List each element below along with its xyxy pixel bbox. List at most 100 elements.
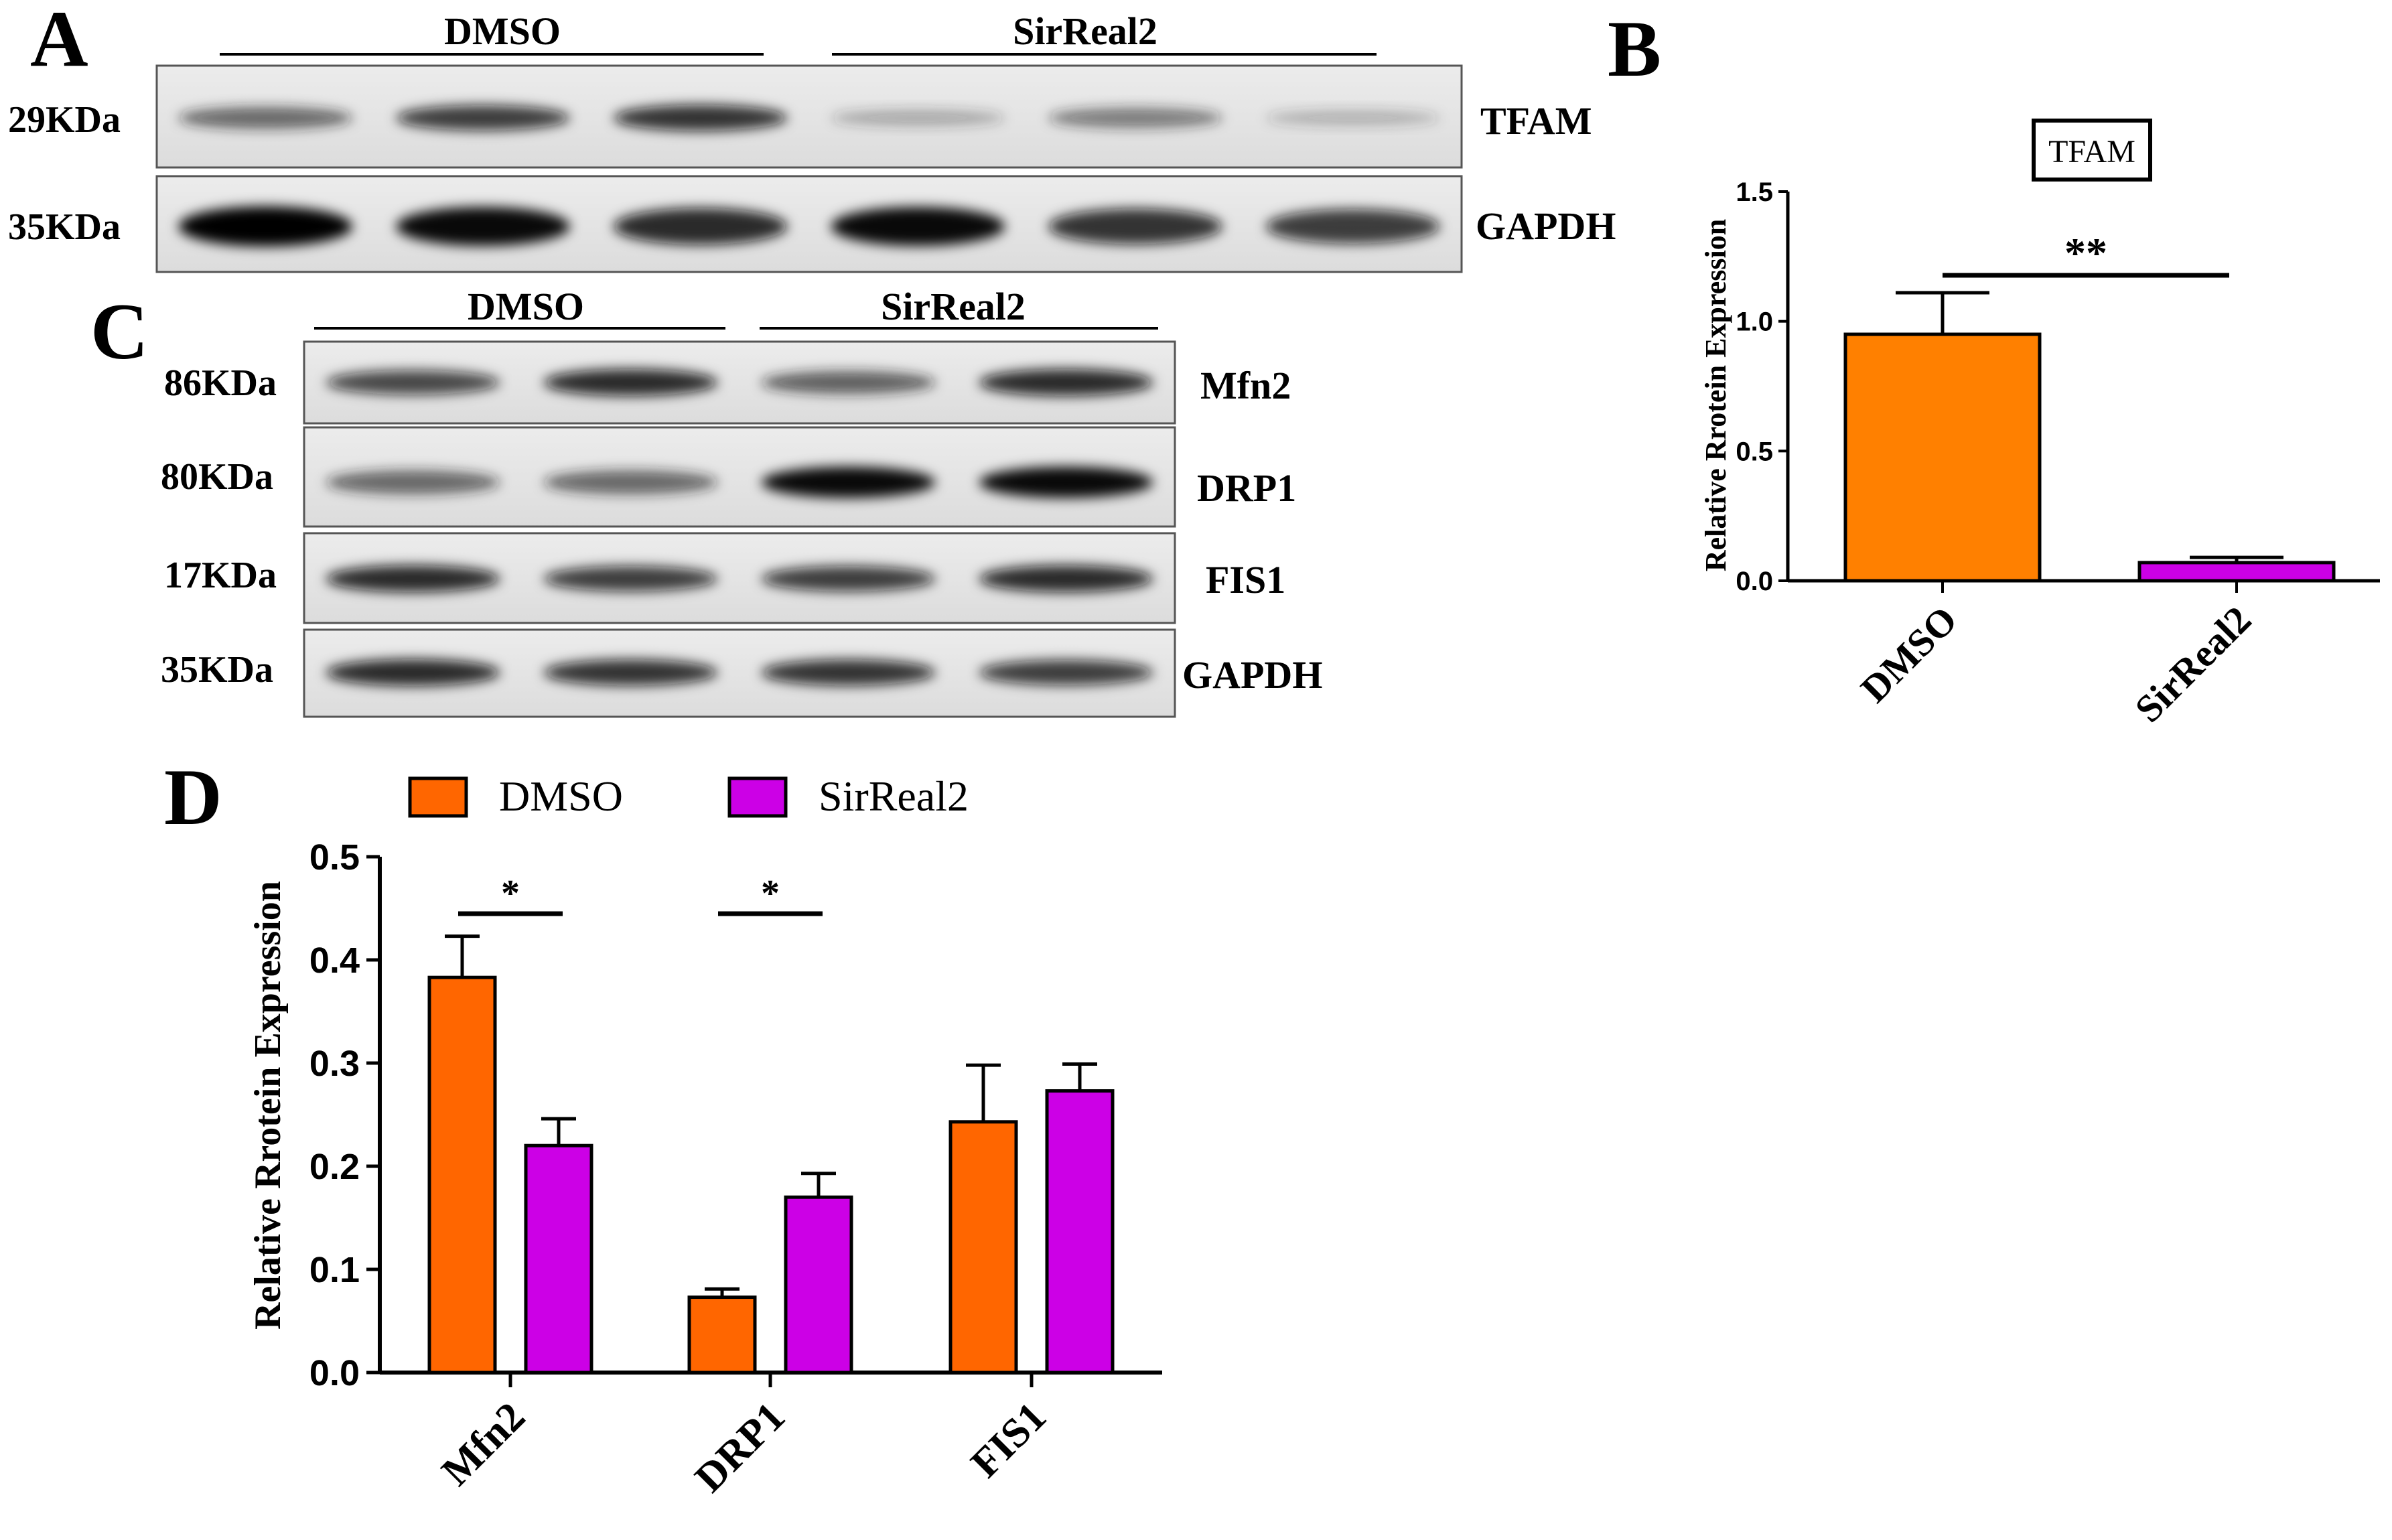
panel-a-group-sirreal2: SirReal2 bbox=[832, 9, 1377, 56]
blot-band bbox=[1265, 110, 1440, 126]
blot-band bbox=[326, 658, 500, 687]
panel-c-blot-row-fis1: 17KDa FIS1 bbox=[164, 532, 1285, 624]
chart-d-bar-mfn2-dmso bbox=[427, 975, 497, 1375]
panel-d: D DMSO SirReal2 Relative Rrotein Express… bbox=[164, 752, 1162, 1501]
chart-b-y-tick-label: 1.5 bbox=[1736, 178, 1773, 207]
panel-d-letter: D bbox=[164, 752, 222, 841]
blot-band bbox=[178, 206, 353, 247]
panel-c-group-label-dmso: DMSO bbox=[468, 285, 584, 328]
chart-d-y-tick-label: 0.0 bbox=[309, 1353, 360, 1393]
chart-d-x-tick-label: FIS1 bbox=[963, 1394, 1055, 1486]
chart-b-x-tick-label: SirReal2 bbox=[2127, 598, 2260, 731]
blot-band bbox=[396, 206, 570, 247]
chart-b-title-box bbox=[2032, 119, 2152, 182]
panel-b-letter: B bbox=[1608, 4, 1661, 93]
panel-c-blot-row-mfn2: 86KDa Mfn2 bbox=[164, 340, 1291, 425]
blot-bands-gapdh bbox=[326, 658, 1153, 687]
panel-c-letter: C bbox=[90, 287, 149, 376]
chart-b-plot: 0.0 0.5 1.0 1.5 DMSO SirReal2 ** bbox=[1736, 178, 2380, 731]
blot-band bbox=[1048, 208, 1222, 244]
panel-a-group-label-dmso: DMSO bbox=[444, 9, 561, 53]
blot-bands-fis1 bbox=[326, 565, 1153, 593]
chart-d-y-tick-label: 0.1 bbox=[309, 1250, 360, 1290]
legend-item-dmso: DMSO bbox=[408, 772, 623, 820]
blot-band bbox=[543, 470, 718, 495]
panel-a-group-dmso: DMSO bbox=[220, 9, 764, 56]
chart-b-x-tick-label: DMSO bbox=[1852, 598, 1965, 711]
panel-a-blot-row-gapdh: 35KDa GAPDH bbox=[8, 175, 1616, 273]
blot-band bbox=[761, 370, 936, 395]
blot-band bbox=[543, 368, 718, 397]
chart-b-y-tick-label: 0.0 bbox=[1736, 567, 1773, 596]
blot-protein-label: GAPDH bbox=[1182, 653, 1322, 697]
panel-c-group-dmso: DMSO bbox=[314, 285, 725, 330]
blot-protein-label: FIS1 bbox=[1206, 558, 1285, 602]
panel-a-letter: A bbox=[30, 0, 88, 83]
chart-b-bar-sirreal2 bbox=[2137, 561, 2336, 583]
chart-b-y-tick-label: 0.5 bbox=[1736, 437, 1773, 466]
blot-protein-label: GAPDH bbox=[1476, 204, 1616, 248]
chart-d-y-tick-label: 0.5 bbox=[309, 837, 360, 878]
chart-d-bar-fis1-sirreal2 bbox=[1045, 1089, 1115, 1375]
blot-band bbox=[831, 206, 1005, 247]
chart-b-title: TFAM bbox=[2048, 134, 2135, 169]
blot-band bbox=[326, 370, 500, 395]
blot-band bbox=[831, 109, 1005, 127]
blot-protein-label: DRP1 bbox=[1197, 466, 1296, 510]
panel-a-blot-row-tfam: 29KDa TFAM bbox=[8, 64, 1592, 169]
blot-band bbox=[1265, 209, 1440, 244]
panel-c-blot-row-gapdh: 35KDa GAPDH bbox=[161, 628, 1322, 718]
blot-band bbox=[761, 659, 936, 686]
chart-d-legend: DMSO SirReal2 bbox=[408, 772, 969, 820]
blot-bands-mfn2 bbox=[326, 368, 1153, 397]
blot-bands-tfam bbox=[178, 104, 1440, 131]
blot-band bbox=[178, 107, 353, 129]
legend-label-sirreal2: SirReal2 bbox=[819, 772, 969, 820]
blot-marker-label: 80KDa bbox=[161, 456, 273, 498]
chart-d-x-tick-label: DRP1 bbox=[687, 1394, 794, 1501]
chart-d-x-tick-label: Mfn2 bbox=[433, 1394, 534, 1494]
blot-marker-label: 35KDa bbox=[161, 649, 273, 691]
chart-d-plot: 0.0 0.1 0.2 0.3 0.4 0.5 Mfn2 DRP1 FIS1 * * bbox=[309, 837, 1162, 1501]
legend-label-dmso: DMSO bbox=[499, 772, 623, 820]
chart-d-y-tick-label: 0.4 bbox=[309, 940, 360, 981]
chart-d-significance-label-drp1: * bbox=[761, 873, 780, 914]
chart-d-bar-drp1-sirreal2 bbox=[784, 1195, 853, 1375]
chart-b-bar-dmso bbox=[1843, 332, 2042, 583]
panel-c: C DMSO SirReal2 86KDa Mfn2 80KDa DRP1 17… bbox=[90, 285, 1322, 718]
blot-band bbox=[979, 660, 1153, 685]
blot-protein-label: TFAM bbox=[1480, 99, 1592, 143]
blot-band bbox=[979, 466, 1153, 498]
chart-d-bar-fis1-dmso bbox=[948, 1120, 1018, 1375]
blot-band bbox=[543, 659, 718, 686]
chart-d-y-axis-label: Relative Rrotein Expression bbox=[247, 881, 289, 1330]
panel-b: B TFAM Relative Rrotein Expression 0.0 0.… bbox=[1608, 4, 2380, 731]
chart-b-y-axis-label: Relative Rrotein Expression bbox=[1699, 219, 1732, 571]
chart-b-significance-label: ** bbox=[2064, 229, 2107, 277]
blot-band bbox=[543, 566, 718, 591]
legend-item-sirreal2: SirReal2 bbox=[727, 772, 969, 820]
blot-band bbox=[613, 104, 788, 131]
panel-a: A DMSO SirReal2 29KDa TFAM 35KDa GAPDH bbox=[8, 0, 1616, 273]
panel-c-group-label-sirreal2: SirReal2 bbox=[881, 285, 1026, 328]
panel-c-blot-row-drp1: 80KDa DRP1 bbox=[161, 426, 1296, 528]
chart-d-y-tick-label: 0.3 bbox=[309, 1044, 360, 1084]
blot-marker-label: 35KDa bbox=[8, 206, 121, 248]
blot-marker-label: 86KDa bbox=[164, 362, 277, 404]
blot-strip-tfam bbox=[155, 64, 1463, 169]
blot-band bbox=[396, 105, 570, 131]
chart-d-significance-label-mfn2: * bbox=[501, 873, 520, 914]
legend-swatch-dmso bbox=[408, 776, 468, 818]
blot-band bbox=[979, 368, 1153, 397]
blot-band bbox=[761, 466, 936, 498]
chart-d-bar-drp1-dmso bbox=[687, 1296, 757, 1375]
blot-band bbox=[1048, 107, 1222, 129]
blot-band bbox=[761, 566, 936, 591]
blot-strip-gapdh bbox=[155, 175, 1463, 273]
blot-bands-gapdh bbox=[178, 206, 1440, 247]
blot-band bbox=[326, 565, 500, 593]
blot-band bbox=[326, 470, 500, 495]
blot-band bbox=[979, 565, 1153, 593]
chart-d-bar-mfn2-sirreal2 bbox=[524, 1143, 593, 1375]
